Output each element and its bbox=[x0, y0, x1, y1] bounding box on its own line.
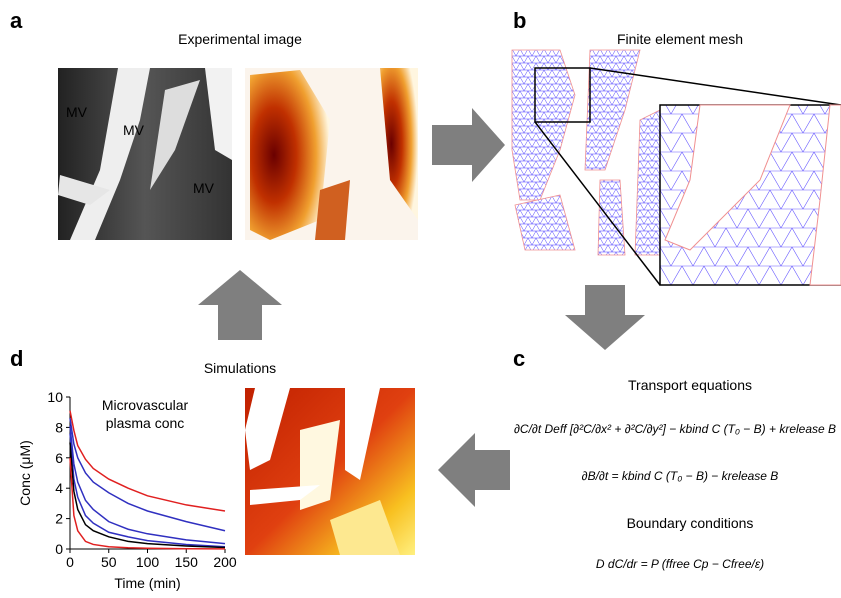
panel-title: Simulations bbox=[204, 360, 276, 376]
mesh-image bbox=[512, 50, 660, 255]
y-tick-label: 6 bbox=[55, 450, 63, 466]
annotation: Microvascular bbox=[102, 397, 189, 413]
x-axis-label: Time (min) bbox=[114, 575, 180, 591]
panel-title: Experimental image bbox=[178, 31, 302, 47]
heatmap-image bbox=[245, 68, 418, 240]
simulation-image bbox=[245, 388, 415, 555]
panel-title: Transport equations bbox=[628, 377, 752, 393]
y-tick-label: 0 bbox=[55, 541, 63, 557]
arrow bbox=[198, 270, 282, 340]
x-tick-label: 50 bbox=[101, 554, 117, 570]
x-tick-label: 150 bbox=[175, 554, 199, 570]
x-tick-label: 100 bbox=[136, 554, 160, 570]
panel-letter: b bbox=[513, 8, 526, 33]
mesh-zoom bbox=[660, 105, 841, 285]
figure: a Experimental image MV MV MV b Finite e… bbox=[0, 0, 841, 593]
grayscale-image bbox=[58, 68, 232, 240]
series-line bbox=[70, 418, 225, 530]
equation: D dC/dr = P (ffree Cp − Cfree/ε) bbox=[596, 557, 764, 571]
x-tick-label: 0 bbox=[66, 554, 74, 570]
mv-label: MV bbox=[193, 180, 215, 196]
panel-title: Finite element mesh bbox=[617, 31, 743, 47]
y-tick-label: 4 bbox=[55, 480, 63, 496]
x-tick-label: 200 bbox=[213, 554, 237, 570]
mv-label: MV bbox=[66, 104, 88, 120]
annotation: plasma conc bbox=[106, 415, 185, 431]
y-axis-label: Conc (μM) bbox=[17, 440, 33, 506]
page: a Experimental image MV MV MV b Finite e… bbox=[0, 0, 841, 598]
arrow bbox=[432, 108, 505, 182]
equation: ∂B/∂t = kbind C (T₀ − B) − krelease B bbox=[582, 469, 779, 483]
equation: ∂C/∂t Deff [∂²C/∂x² + ∂²C/∂y²] − kbind C… bbox=[514, 422, 836, 436]
y-tick-label: 2 bbox=[55, 511, 63, 527]
panel-letter: d bbox=[10, 346, 23, 371]
arrow bbox=[438, 433, 510, 507]
panel-letter: a bbox=[10, 8, 23, 33]
subtitle: Boundary conditions bbox=[627, 515, 754, 531]
panel-letter: c bbox=[513, 346, 525, 371]
series-line bbox=[70, 433, 225, 546]
series-line bbox=[70, 458, 225, 549]
mv-label: MV bbox=[123, 122, 145, 138]
arrow bbox=[565, 285, 645, 350]
y-tick-label: 10 bbox=[47, 389, 63, 405]
y-tick-label: 8 bbox=[55, 419, 63, 435]
